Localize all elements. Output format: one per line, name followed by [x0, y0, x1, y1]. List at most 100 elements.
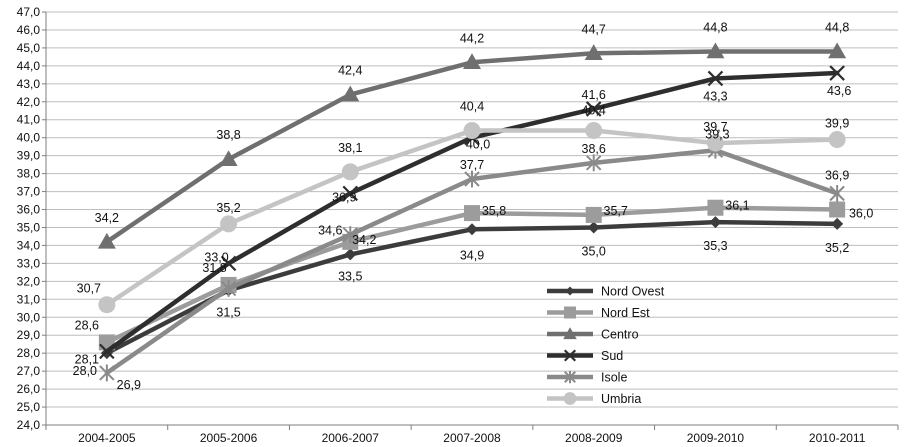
data-point — [709, 216, 722, 229]
data-point — [828, 130, 846, 148]
legend-marker — [564, 306, 576, 319]
y-tick-label: 44,0 — [17, 59, 41, 73]
data-label: 44,7 — [582, 22, 606, 36]
legend-marker — [563, 327, 577, 340]
data-label: 36,9 — [825, 168, 849, 182]
data-point — [466, 223, 478, 236]
data-label: 43,6 — [827, 84, 851, 98]
data-point — [220, 280, 237, 297]
y-tick-label: 42,0 — [17, 95, 41, 109]
data-point — [464, 205, 480, 222]
data-point — [829, 184, 845, 202]
data-label: 28,1 — [75, 352, 99, 366]
y-tick-label: 37,0 — [17, 185, 41, 199]
data-labels: 28,0 31,5 33,5 34,9 35,0 35,3 35,2 28,6 31,8 34,2… — [73, 21, 874, 392]
legend-item: Isole — [547, 371, 627, 385]
axes — [42, 11, 899, 430]
series-group — [97, 42, 847, 382]
data-point — [99, 343, 115, 360]
data-label: 37,7 — [460, 158, 484, 172]
data-label: 33,0 — [204, 250, 228, 264]
legend-item: Nord Ovest — [547, 285, 665, 299]
data-point — [706, 134, 724, 152]
y-tick-label: 40,0 — [17, 131, 41, 145]
data-label: 28,6 — [75, 318, 99, 332]
data-point — [219, 150, 238, 166]
y-tick-label: 33,0 — [17, 256, 41, 270]
y-tick-label: 32,0 — [17, 274, 41, 288]
y-tick-label: 25,0 — [17, 400, 41, 414]
data-label: 39,7 — [703, 120, 727, 134]
y-tick-label: 46,0 — [17, 23, 41, 37]
y-tick-label: 39,0 — [17, 149, 41, 163]
data-point — [831, 217, 844, 230]
data-label: 40,4 — [582, 104, 606, 118]
x-tick-label: 2009-2010 — [687, 431, 745, 445]
data-point — [829, 201, 846, 218]
x-tick-label: 2008-2009 — [565, 431, 623, 445]
data-label: 31,8 — [202, 261, 226, 275]
x-tick-label: 2006-2007 — [322, 431, 380, 445]
data-point — [220, 255, 237, 272]
y-tick-label: 31,0 — [17, 292, 41, 306]
legend-label: Nord Ovest — [601, 285, 665, 299]
y-tick-label: 27,0 — [17, 364, 41, 378]
data-label: 34,9 — [460, 248, 484, 262]
data-point — [584, 44, 603, 61]
data-label: 42,4 — [338, 64, 362, 78]
data-point — [97, 232, 116, 249]
data-point — [463, 122, 481, 140]
data-label: 35,3 — [703, 239, 727, 253]
x-axis-tick-labels: 2004-2005 2005-2006 2006-2007 2007-2008 2008… — [78, 431, 866, 445]
data-point — [707, 70, 724, 87]
series-umbria — [98, 122, 846, 314]
data-point — [587, 221, 600, 234]
legend-label: Umbria — [601, 392, 641, 406]
data-label: 44,8 — [703, 21, 727, 35]
legend-item: Nord Est — [547, 306, 650, 320]
data-point — [463, 53, 481, 70]
y-tick-label: 34,0 — [17, 238, 41, 252]
data-label: 34,2 — [352, 233, 376, 247]
data-label: 39,3 — [705, 127, 729, 141]
x-tick-label: 2005-2006 — [200, 431, 258, 445]
data-point — [98, 296, 116, 314]
legend-item: Sud — [547, 349, 623, 363]
data-label: 28,0 — [73, 364, 97, 378]
data-label: 35,7 — [604, 204, 628, 218]
data-label: 36,9 — [332, 190, 356, 204]
data-label: 38,6 — [582, 142, 606, 156]
y-tick-label: 45,0 — [17, 41, 41, 55]
data-point — [341, 85, 360, 102]
legend-item: Umbria — [547, 392, 641, 406]
x-tick-label: 2007-2008 — [443, 431, 501, 445]
data-point — [585, 122, 603, 140]
series-centro — [97, 42, 847, 249]
data-label: 36,1 — [725, 199, 749, 213]
data-label: 35,8 — [482, 204, 506, 218]
y-tick-label: 41,0 — [17, 113, 41, 127]
data-point — [99, 364, 115, 382]
data-label: 40,0 — [466, 138, 490, 152]
data-point — [464, 170, 480, 188]
data-label: 31,5 — [216, 305, 240, 319]
x-tick-label: 2004-2005 — [78, 431, 136, 445]
legend-label: Nord Est — [601, 306, 650, 320]
data-label: 34,6 — [318, 224, 342, 238]
data-point — [586, 154, 602, 172]
data-label: 44,2 — [460, 31, 484, 45]
data-label: 43,3 — [703, 89, 727, 103]
y-tick-label: 43,0 — [17, 77, 41, 91]
legend-label: Isole — [601, 371, 627, 385]
y-tick-label: 29,0 — [17, 328, 41, 342]
data-label: 38,8 — [216, 128, 240, 142]
legend-marker — [563, 392, 577, 405]
y-tick-label: 26,0 — [17, 382, 41, 396]
data-point — [585, 206, 602, 223]
data-point — [341, 163, 359, 181]
data-label: 38,1 — [338, 141, 362, 155]
data-label: 44,8 — [825, 21, 849, 35]
data-label: 35,2 — [216, 201, 240, 215]
y-tick-label: 36,0 — [17, 203, 41, 217]
